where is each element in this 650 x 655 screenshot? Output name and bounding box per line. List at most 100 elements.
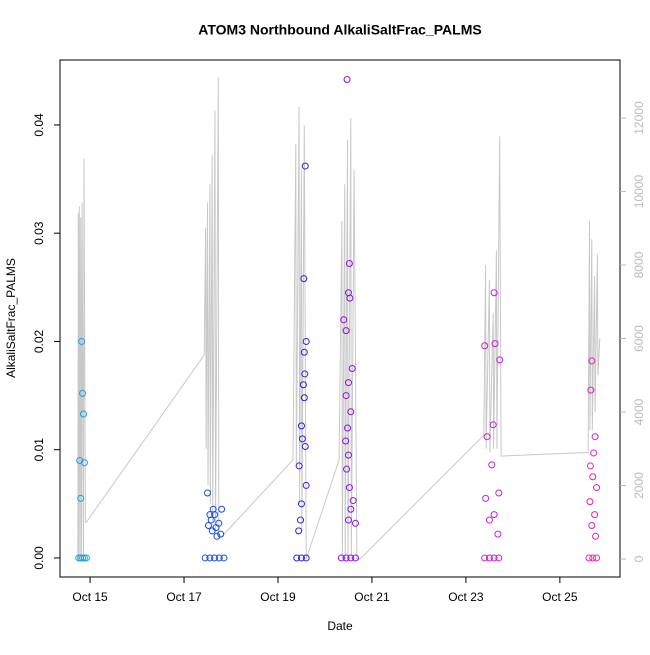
chart-title: ATOM3 Northbound AlkaliSaltFrac_PALMS — [198, 22, 481, 38]
y-tick-label: 0.04 — [32, 113, 46, 137]
point — [204, 521, 212, 529]
point — [491, 340, 499, 348]
point — [586, 498, 594, 506]
point — [593, 554, 601, 562]
point — [297, 422, 305, 430]
point — [300, 394, 308, 402]
point — [77, 494, 85, 502]
point — [482, 494, 490, 502]
point — [301, 370, 309, 378]
point — [589, 554, 597, 562]
y-tick-label: 0.02 — [32, 329, 46, 353]
point — [345, 484, 353, 492]
point — [293, 554, 301, 562]
point — [347, 554, 355, 562]
x-tick-label: Oct 21 — [354, 590, 390, 604]
point — [206, 554, 214, 562]
point — [217, 530, 225, 538]
y-tick-label: 0.03 — [32, 221, 46, 245]
point — [589, 473, 597, 481]
point — [300, 348, 308, 356]
point — [586, 462, 594, 470]
y-axis-label: AlkaliSaltFrac_PALMS — [4, 258, 18, 378]
point — [215, 519, 223, 527]
point — [343, 465, 351, 473]
point — [201, 554, 209, 562]
point — [301, 162, 309, 170]
y2-tick-label: 2000 — [632, 472, 646, 499]
x-axis-label: Date — [327, 619, 353, 633]
point — [496, 356, 504, 364]
point — [297, 516, 305, 524]
point — [590, 449, 598, 457]
point — [211, 511, 219, 519]
point — [79, 554, 87, 562]
point — [488, 461, 496, 469]
y2-tick-label: 6000 — [632, 325, 646, 352]
point — [347, 505, 355, 513]
point — [342, 554, 350, 562]
point — [301, 442, 309, 450]
point — [218, 505, 226, 513]
x-tick-label: Oct 19 — [260, 590, 296, 604]
point — [481, 554, 489, 562]
point — [302, 337, 310, 345]
y2-tick-label: 0 — [632, 555, 646, 562]
point — [295, 462, 303, 470]
point — [348, 365, 356, 373]
point — [342, 327, 350, 335]
altitude-line — [77, 77, 601, 560]
point — [207, 516, 215, 524]
point — [302, 481, 310, 489]
point — [213, 532, 221, 540]
y2-tick-label: 8000 — [632, 251, 646, 278]
point — [485, 516, 493, 524]
point — [352, 519, 360, 527]
point — [344, 424, 352, 432]
point — [349, 497, 357, 505]
x-tick-label: Oct 23 — [448, 590, 484, 604]
point — [495, 554, 503, 562]
point — [490, 511, 498, 519]
point — [490, 289, 498, 297]
point — [297, 554, 305, 562]
y2-tick-label: 4000 — [632, 398, 646, 425]
point — [495, 489, 503, 497]
point — [204, 489, 212, 497]
y2-tick-label: 10000 — [632, 175, 646, 209]
point — [485, 554, 493, 562]
point — [591, 433, 599, 441]
point — [490, 554, 498, 562]
point — [344, 451, 352, 459]
point — [352, 554, 360, 562]
point — [481, 342, 489, 350]
point — [489, 421, 497, 429]
point — [79, 389, 87, 397]
point — [483, 433, 491, 441]
point — [588, 521, 596, 529]
point — [78, 337, 86, 345]
point — [302, 554, 310, 562]
point — [347, 408, 355, 416]
point — [593, 484, 601, 492]
point — [300, 275, 308, 283]
point — [297, 500, 305, 508]
x-tick-label: Oct 25 — [542, 590, 578, 604]
point — [585, 554, 593, 562]
x-tick-label: Oct 15 — [72, 590, 108, 604]
point — [215, 554, 223, 562]
point — [592, 532, 600, 540]
point — [299, 381, 307, 389]
point — [344, 379, 352, 387]
y-tick-label: 0.00 — [32, 546, 46, 570]
point — [340, 316, 348, 324]
point — [591, 511, 599, 519]
point — [220, 554, 228, 562]
point — [345, 260, 353, 268]
point — [343, 75, 351, 83]
point — [587, 386, 595, 394]
point — [588, 357, 596, 365]
point — [344, 516, 352, 524]
